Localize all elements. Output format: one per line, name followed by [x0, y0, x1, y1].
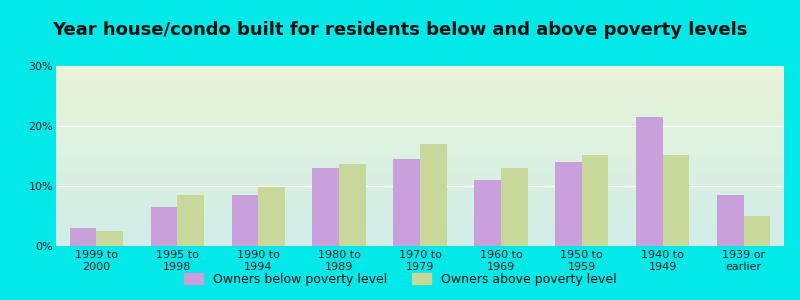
- Bar: [636, 117, 662, 246]
- Bar: [258, 187, 285, 246]
- Bar: [231, 195, 258, 246]
- Bar: [582, 155, 609, 246]
- Text: Year house/condo built for residents below and above poverty levels: Year house/condo built for residents bel…: [52, 21, 748, 39]
- Bar: [743, 216, 770, 246]
- Bar: [662, 155, 690, 246]
- Bar: [555, 162, 582, 246]
- Bar: [178, 195, 204, 246]
- Bar: [70, 228, 97, 246]
- Bar: [313, 168, 339, 246]
- Bar: [97, 231, 123, 246]
- Bar: [474, 180, 501, 246]
- Bar: [501, 168, 527, 246]
- Bar: [717, 195, 743, 246]
- Bar: [150, 207, 178, 246]
- Legend: Owners below poverty level, Owners above poverty level: Owners below poverty level, Owners above…: [179, 268, 621, 291]
- Bar: [394, 159, 420, 246]
- Bar: [339, 164, 366, 246]
- Bar: [420, 144, 446, 246]
